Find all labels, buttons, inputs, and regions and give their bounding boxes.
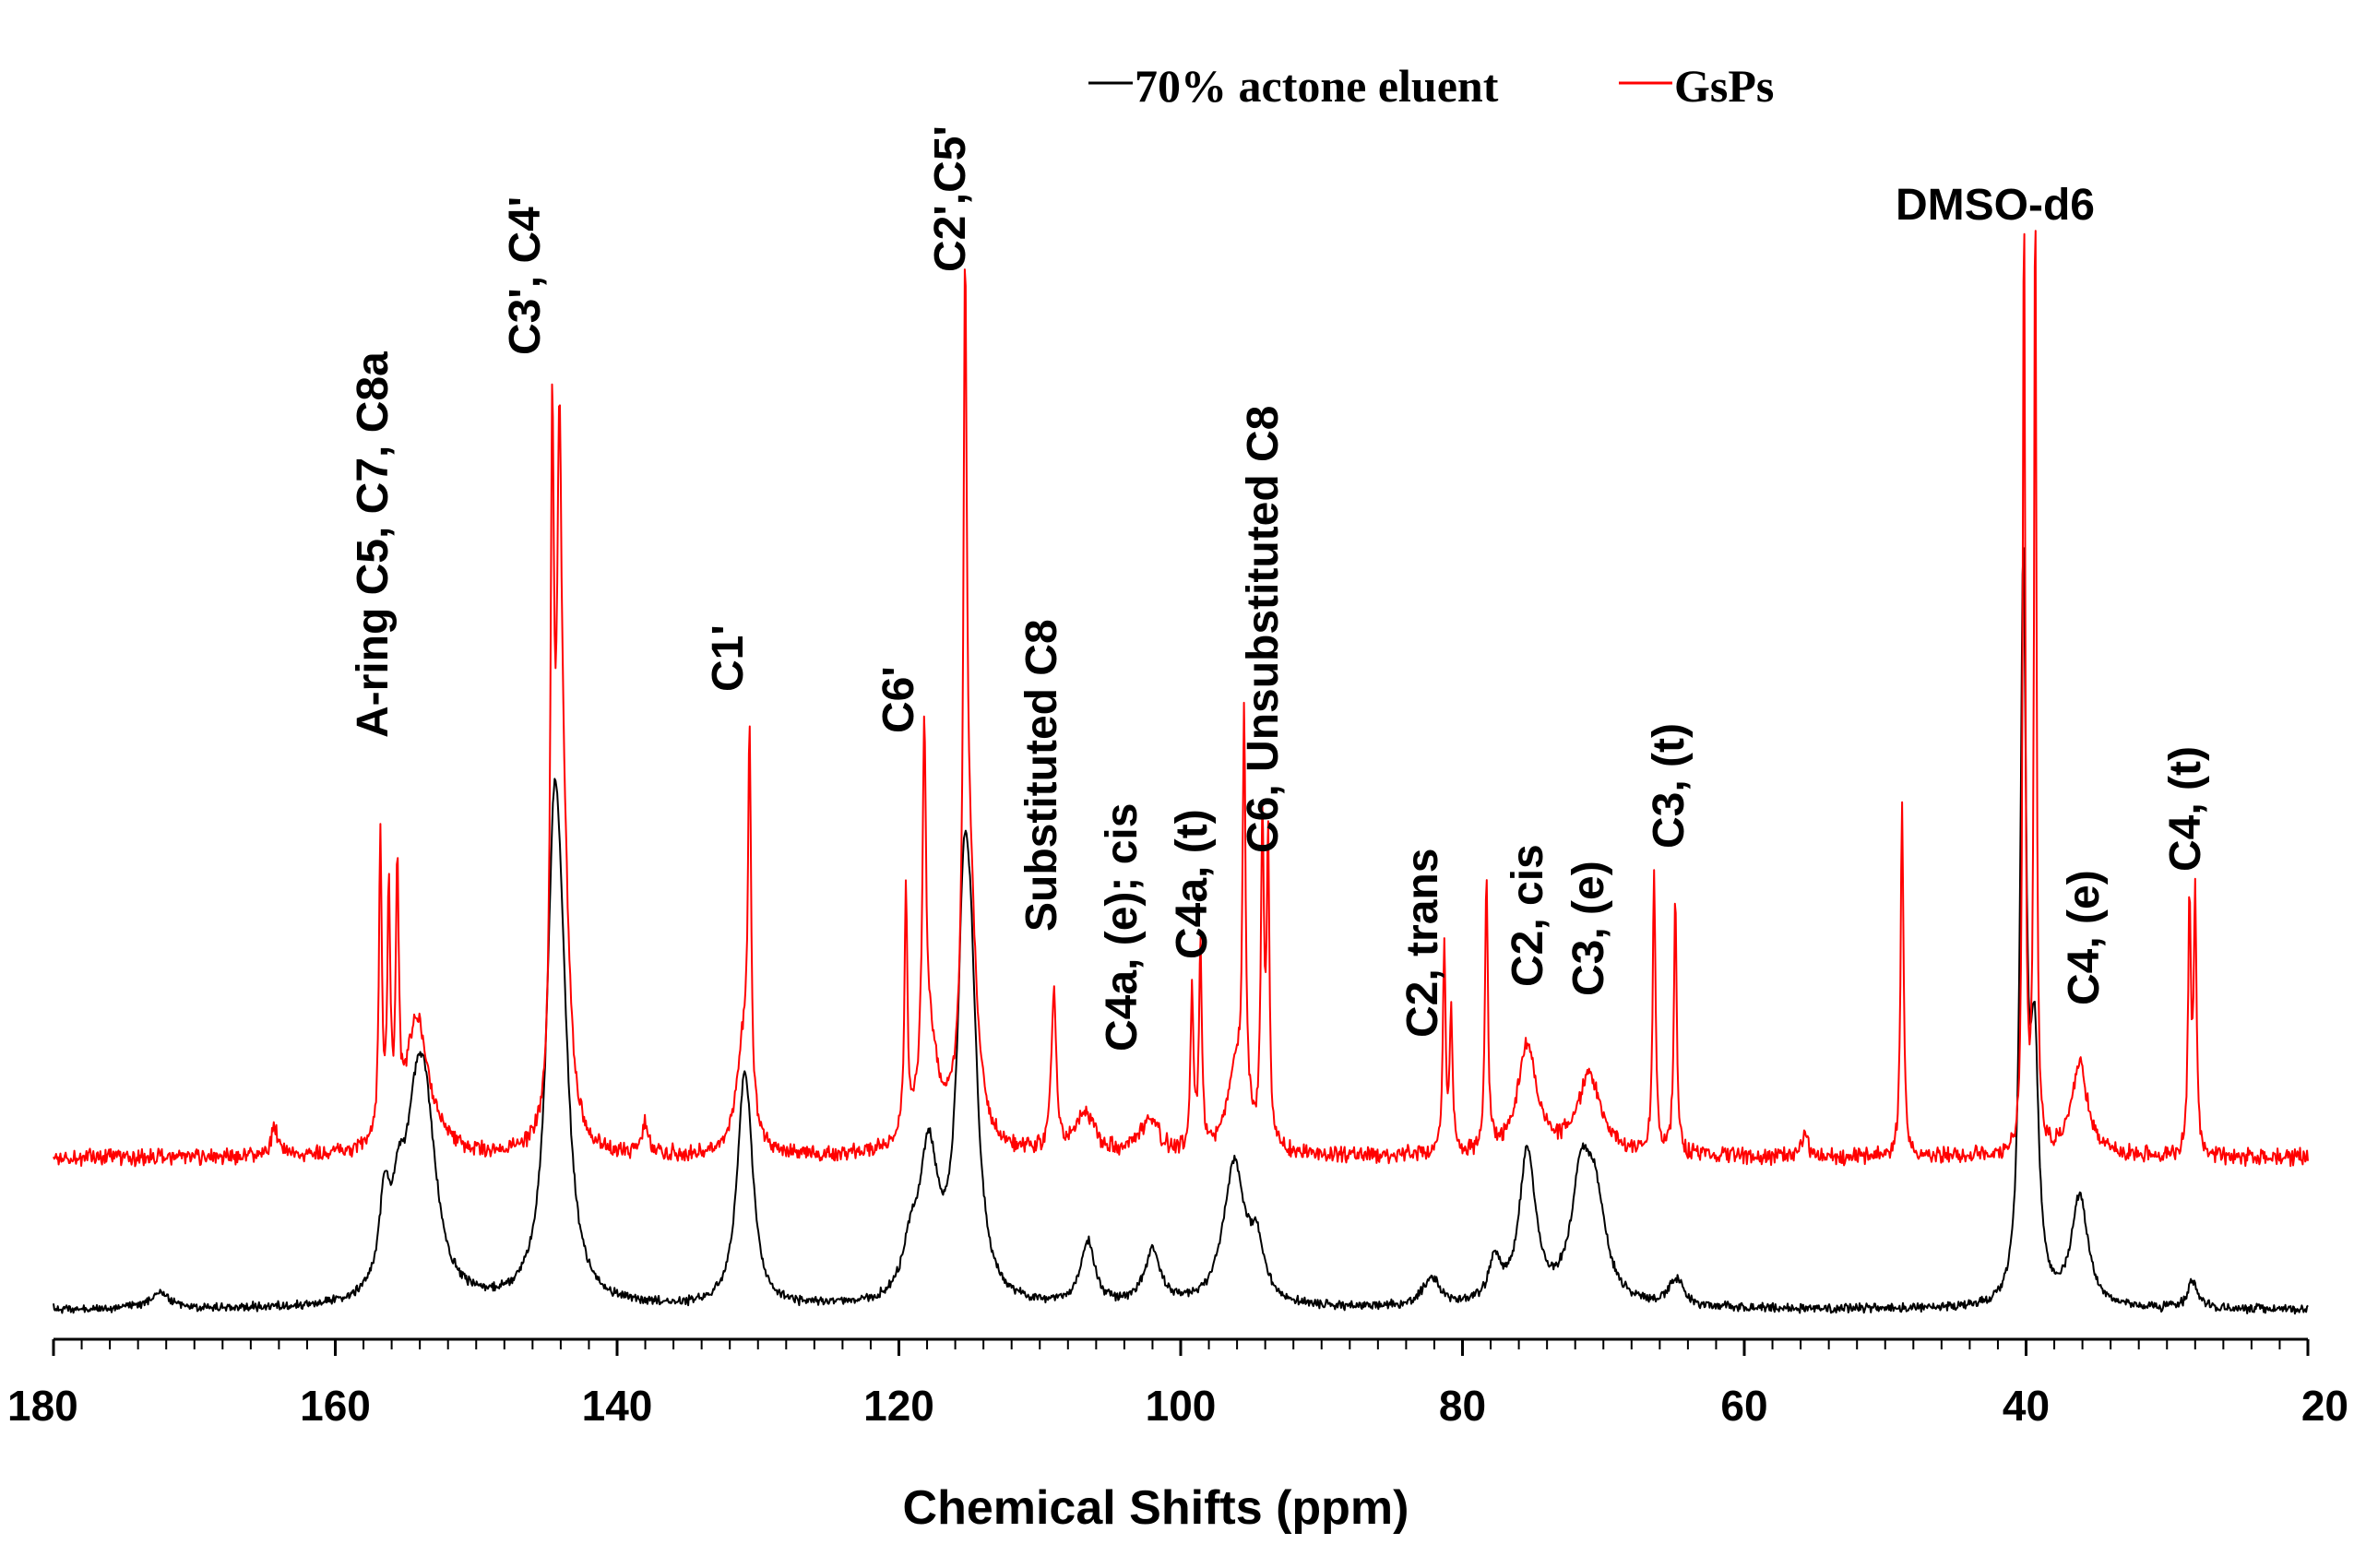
x-axis-ticks	[52, 1339, 2310, 1356]
peak-annotation-label: C6, Unsubstituted C8	[1239, 406, 1288, 853]
peak-annotation-label: C3, (e)	[1564, 861, 1613, 996]
peak-annotation-label: DMSO-d6	[1896, 181, 2095, 230]
x-axis-title: Chemical Shifts (ppm)	[903, 1481, 1409, 1535]
legend-item-black: 70% actone eluent	[1088, 60, 1499, 112]
legend-item-red: GsPs	[1619, 60, 1774, 112]
peak-annotation-label: C2, trans	[1398, 849, 1447, 1038]
x-tick-label: 20	[2301, 1382, 2348, 1430]
peak-annotation-label: C1'	[704, 624, 753, 692]
peak-annotation-label: Substituted C8	[1017, 619, 1066, 932]
peak-annotation-label: C4, (e)	[2060, 870, 2109, 1005]
legend: 70% actone eluent GsPs	[1088, 60, 1774, 112]
peak-annotation-label: C4, (t)	[2161, 746, 2210, 872]
x-tick-label: 40	[2003, 1382, 2050, 1430]
x-axis-tick-labels: 180 160 140 120 100 80 60 40 20	[7, 1382, 2348, 1430]
peak-annotation-label: C2, cis	[1504, 844, 1552, 987]
x-tick-label: 60	[1720, 1382, 1767, 1430]
x-tick-label: 180	[7, 1382, 78, 1430]
series-line-gsps	[53, 230, 2309, 1168]
peak-annotations: A-ring C5, C7, C8a C3', C4' C1' C6' C2',C5' S…	[349, 125, 2210, 1051]
x-tick-label: 140	[582, 1382, 653, 1430]
legend-label-red: GsPs	[1674, 60, 1774, 112]
x-tick-label: 160	[300, 1382, 371, 1430]
spectrum-traces	[53, 230, 2309, 1315]
peak-annotation-label: C4a, (e); cis	[1098, 803, 1147, 1051]
peak-annotation-label: C3', C4'	[501, 196, 550, 355]
peak-annotation-label: C3, (t)	[1645, 723, 1694, 849]
peak-annotation-label: A-ring C5, C7, C8a	[349, 351, 398, 738]
x-tick-label: 80	[1439, 1382, 1486, 1430]
legend-label-black: 70% actone eluent	[1135, 60, 1499, 112]
peak-annotation-label: C6'	[874, 666, 923, 733]
x-tick-label: 120	[863, 1382, 934, 1430]
series-line-acetone-eluent	[53, 547, 2309, 1315]
peak-annotation-label: C4a, (t)	[1168, 809, 1217, 959]
peak-annotation-label: C2',C5'	[926, 125, 975, 272]
x-tick-label: 100	[1146, 1382, 1217, 1430]
